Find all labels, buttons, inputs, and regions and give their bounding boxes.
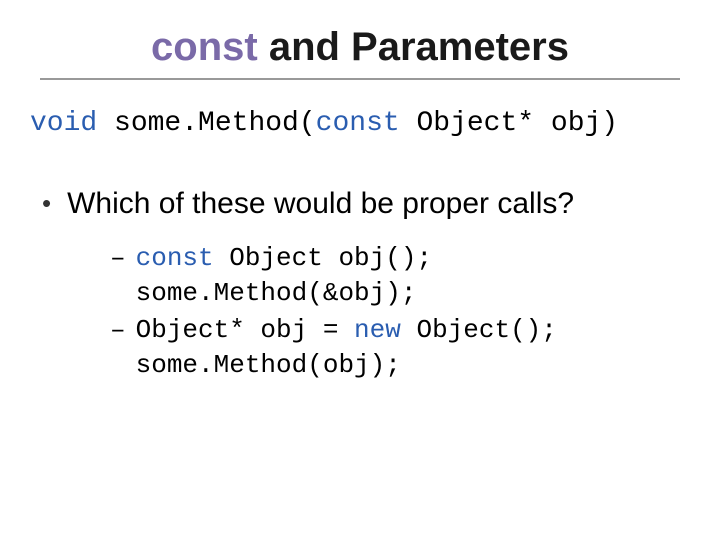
bullet-marker: • <box>42 184 51 222</box>
sub-dash: – <box>110 241 126 275</box>
bullet-text: Which of these would be proper calls? <box>67 184 574 223</box>
title-rest: and Parameters <box>258 25 569 69</box>
code-text: some.Method(obj); <box>136 350 401 380</box>
method-signature: void some.Method(const Object* obj) <box>30 108 680 139</box>
slide-title: const and Parameters <box>40 25 680 70</box>
keyword-const: const <box>316 108 400 139</box>
sub-dash: – <box>110 313 126 347</box>
code-text: Object(); <box>401 315 557 345</box>
sub-code-block: Object* obj = new Object(); some.Method(… <box>136 313 557 383</box>
keyword-void: void <box>30 108 97 139</box>
keyword-const-2: const <box>136 243 214 273</box>
sig-part2: Object* obj) <box>400 108 618 139</box>
sig-part1: some.Method( <box>97 108 315 139</box>
slide-container: const and Parameters void some.Method(co… <box>0 0 720 540</box>
sub-item: – const Object obj(); some.Method(&obj); <box>110 241 680 311</box>
title-keyword: const <box>151 25 258 69</box>
sub-code-block: const Object obj(); some.Method(&obj); <box>136 241 432 311</box>
keyword-new: new <box>354 315 401 345</box>
title-underline <box>40 78 680 80</box>
bullet-item: • Which of these would be proper calls? <box>40 184 680 223</box>
code-text: Object obj(); <box>214 243 432 273</box>
code-text: Object* obj = <box>136 315 354 345</box>
sub-item: – Object* obj = new Object(); some.Metho… <box>110 313 680 383</box>
code-text: some.Method(&obj); <box>136 278 417 308</box>
sub-bullet-list: – const Object obj(); some.Method(&obj);… <box>110 241 680 383</box>
